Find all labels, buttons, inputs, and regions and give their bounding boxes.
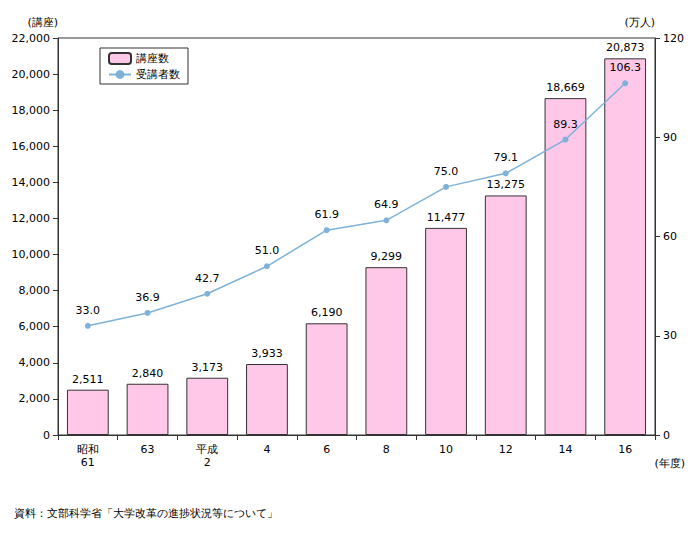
svg-text:平成: 平成 bbox=[196, 443, 218, 456]
svg-text:3,173: 3,173 bbox=[192, 361, 224, 374]
svg-text:64.9: 64.9 bbox=[374, 198, 399, 211]
svg-text:51.0: 51.0 bbox=[255, 244, 280, 257]
svg-text:75.0: 75.0 bbox=[434, 165, 459, 178]
svg-text:2,840: 2,840 bbox=[132, 367, 164, 380]
svg-text:12: 12 bbox=[499, 443, 513, 456]
svg-text:昭和: 昭和 bbox=[77, 443, 99, 456]
svg-text:16: 16 bbox=[618, 443, 632, 456]
svg-text:18,000: 18,000 bbox=[12, 104, 51, 117]
svg-text:0: 0 bbox=[663, 429, 670, 442]
svg-text:2,000: 2,000 bbox=[19, 392, 51, 405]
svg-text:(講座): (講座) bbox=[27, 16, 58, 29]
svg-text:受講者数: 受講者数 bbox=[136, 68, 180, 81]
svg-text:12,000: 12,000 bbox=[12, 212, 51, 225]
svg-text:106.3: 106.3 bbox=[609, 61, 641, 74]
svg-text:11,477: 11,477 bbox=[427, 211, 466, 224]
svg-text:8: 8 bbox=[383, 443, 390, 456]
svg-text:61.9: 61.9 bbox=[314, 208, 339, 221]
svg-text:13,275: 13,275 bbox=[487, 178, 526, 191]
svg-text:4: 4 bbox=[263, 443, 270, 456]
svg-text:2,511: 2,511 bbox=[72, 373, 104, 386]
svg-text:9,299: 9,299 bbox=[371, 250, 403, 263]
svg-text:2: 2 bbox=[204, 456, 211, 469]
svg-text:20,873: 20,873 bbox=[606, 41, 645, 54]
svg-text:90: 90 bbox=[663, 131, 677, 144]
svg-text:63: 63 bbox=[141, 443, 155, 456]
svg-text:33.0: 33.0 bbox=[76, 304, 101, 317]
svg-text:22,000: 22,000 bbox=[12, 32, 51, 45]
svg-text:3,933: 3,933 bbox=[251, 347, 283, 360]
svg-text:6,000: 6,000 bbox=[19, 320, 51, 333]
svg-text:60: 60 bbox=[663, 230, 677, 243]
svg-text:6,190: 6,190 bbox=[311, 306, 343, 319]
svg-text:10: 10 bbox=[439, 443, 453, 456]
svg-text:30: 30 bbox=[663, 329, 677, 342]
svg-text:4,000: 4,000 bbox=[19, 356, 51, 369]
svg-text:61: 61 bbox=[81, 456, 95, 469]
svg-text:20,000: 20,000 bbox=[12, 68, 51, 81]
svg-text:14: 14 bbox=[558, 443, 572, 456]
svg-text:120: 120 bbox=[663, 32, 684, 45]
svg-text:資料：文部科学省「大学改革の進捗状況等について」: 資料：文部科学省「大学改革の進捗状況等について」 bbox=[14, 507, 278, 520]
svg-text:10,000: 10,000 bbox=[12, 248, 51, 261]
svg-text:(万人): (万人) bbox=[624, 16, 655, 29]
svg-text:0: 0 bbox=[43, 429, 50, 442]
svg-text:16,000: 16,000 bbox=[12, 140, 51, 153]
svg-text:89.3: 89.3 bbox=[553, 118, 578, 131]
svg-text:36.9: 36.9 bbox=[135, 291, 160, 304]
svg-text:(年度): (年度) bbox=[654, 457, 685, 470]
svg-text:講座数: 講座数 bbox=[136, 52, 169, 65]
svg-text:14,000: 14,000 bbox=[12, 176, 51, 189]
svg-text:8,000: 8,000 bbox=[19, 284, 51, 297]
svg-text:79.1: 79.1 bbox=[494, 151, 519, 164]
svg-text:6: 6 bbox=[323, 443, 330, 456]
svg-text:42.7: 42.7 bbox=[195, 272, 220, 285]
svg-text:18,669: 18,669 bbox=[546, 81, 585, 94]
